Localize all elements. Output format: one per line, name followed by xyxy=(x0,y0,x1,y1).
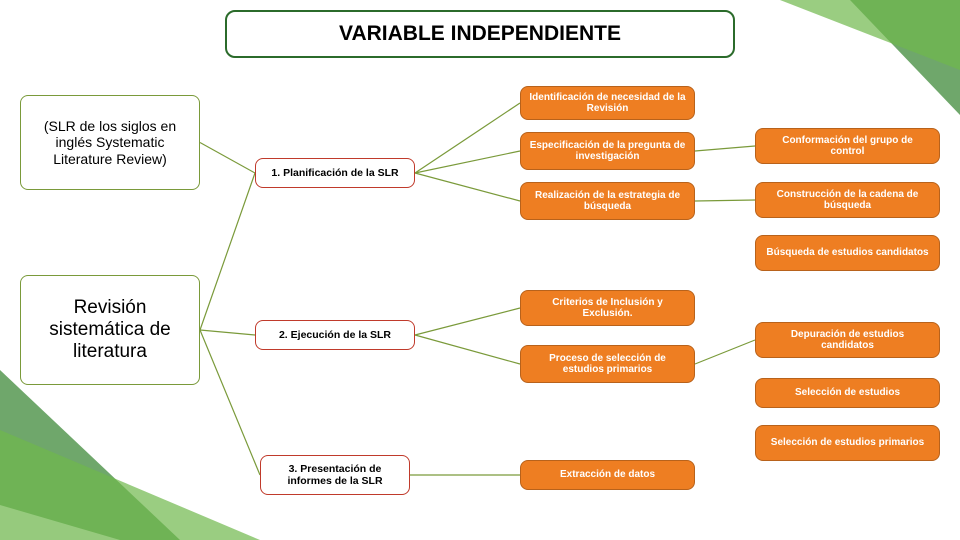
criterios-box: Criterios de Inclusión y Exclusión. xyxy=(520,290,695,326)
presentacion-box: 3. Presentación de informes de la SLR xyxy=(260,455,410,495)
planificacion-box: 1. Planificación de la SLR xyxy=(255,158,415,188)
ejecucion-box: 2. Ejecución de la SLR xyxy=(255,320,415,350)
construccion-box: Construcción de la cadena de búsqueda xyxy=(755,182,940,218)
slr-acronym-box: (SLR de los siglos en inglés Systematic … xyxy=(20,95,200,190)
conformacion-box: Conformación del grupo de control xyxy=(755,128,940,164)
realizacion-box: Realización de la estrategia de búsqueda xyxy=(520,182,695,220)
revision-sistematica-box: Revisión sistemática de literatura xyxy=(20,275,200,385)
depuracion-box: Depuración de estudios candidatos xyxy=(755,322,940,358)
diagram-stage: VARIABLE INDEPENDIENTE (SLR de los siglo… xyxy=(0,0,960,540)
extraccion-box: Extracción de datos xyxy=(520,460,695,490)
identificacion-box: Identificación de necesidad de la Revisi… xyxy=(520,86,695,120)
busqueda-box: Búsqueda de estudios candidatos xyxy=(755,235,940,271)
title-box: VARIABLE INDEPENDIENTE xyxy=(225,10,735,58)
seleccion-box: Selección de estudios xyxy=(755,378,940,408)
proceso-seleccion-box: Proceso de selección de estudios primari… xyxy=(520,345,695,383)
seleccion-primarios-box: Selección de estudios primarios xyxy=(755,425,940,461)
especificacion-box: Especificación de la pregunta de investi… xyxy=(520,132,695,170)
